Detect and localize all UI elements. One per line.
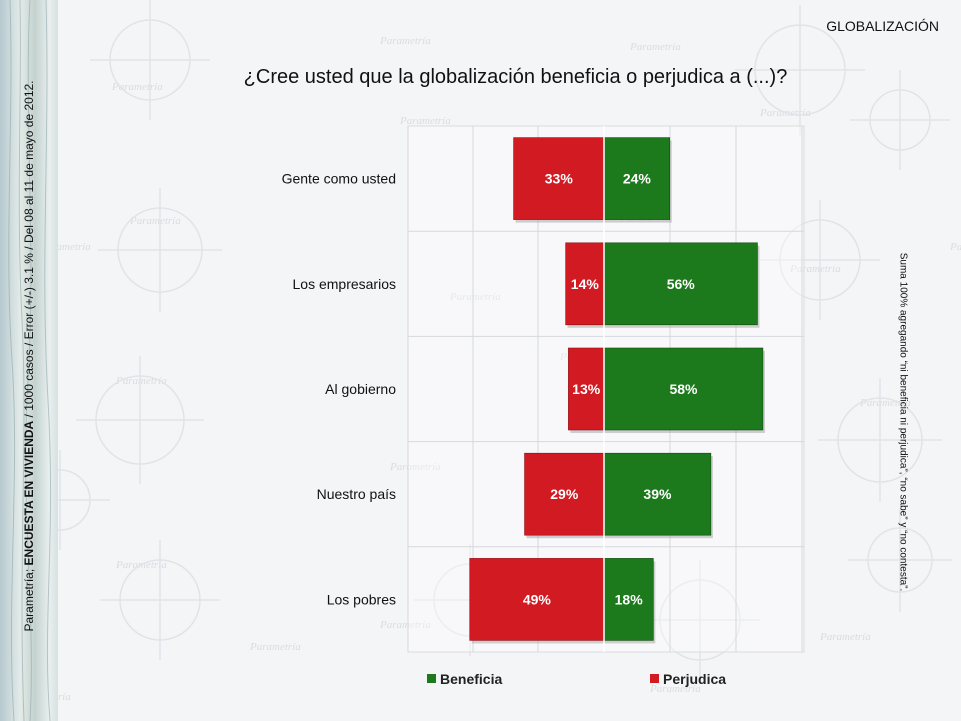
bar-beneficia [603,347,764,431]
watermark-text: Parametría [859,397,911,409]
data-label-perjudica: 49% [523,591,552,607]
watermark-text: Parametría [819,631,871,643]
legend-swatch-perjudica [650,674,659,683]
category-label: Nuestro país [317,486,396,502]
category-label: Los pobres [327,591,396,607]
watermark-text: Parametría [379,619,431,631]
watermark-text: Parametría [249,641,301,653]
data-label-beneficia: 24% [623,171,652,187]
data-label-beneficia: 56% [667,276,696,292]
data-label-beneficia: 39% [643,486,672,502]
data-label-perjudica: 14% [571,276,600,292]
category-label: Al gobierno [325,381,396,397]
watermark-text: Parametría [389,461,441,473]
chart-title: ¿Cree usted que la globalización benefic… [243,66,788,88]
watermark-text: Parametría [649,683,701,695]
bar-beneficia [603,137,671,220]
watermark-text: Parametría [629,41,681,53]
legend-swatch-beneficia [427,674,436,683]
category-label: Gente como usted [282,171,396,187]
data-label-beneficia: 18% [615,591,644,607]
data-label-perjudica: 33% [545,171,574,187]
legend-label-beneficia: Beneficia [440,671,502,687]
data-label-beneficia: 58% [669,381,698,397]
bar-perjudica [568,347,605,431]
bar-perjudica [469,558,605,641]
bar-perjudica [524,452,605,536]
bar-beneficia [603,242,758,326]
bar-beneficia [603,452,712,536]
watermark-text: Parametría [399,115,451,127]
watermark-text: Parametría [449,291,501,303]
left-strip-texture [8,0,52,721]
category-label: Los empresarios [293,276,397,292]
data-label-perjudica: 13% [572,381,601,397]
legend-label-perjudica: Perjudica [663,671,726,687]
section-label: GLOBALIZACIÓN [826,18,939,34]
watermark-text: Parametría [129,215,181,227]
bar-perjudica [513,137,605,220]
bar-beneficia [603,558,654,641]
data-label-perjudica: 29% [550,486,579,502]
watermark-text: Parametría [379,35,431,47]
watermark-text: Parametría [949,241,961,253]
